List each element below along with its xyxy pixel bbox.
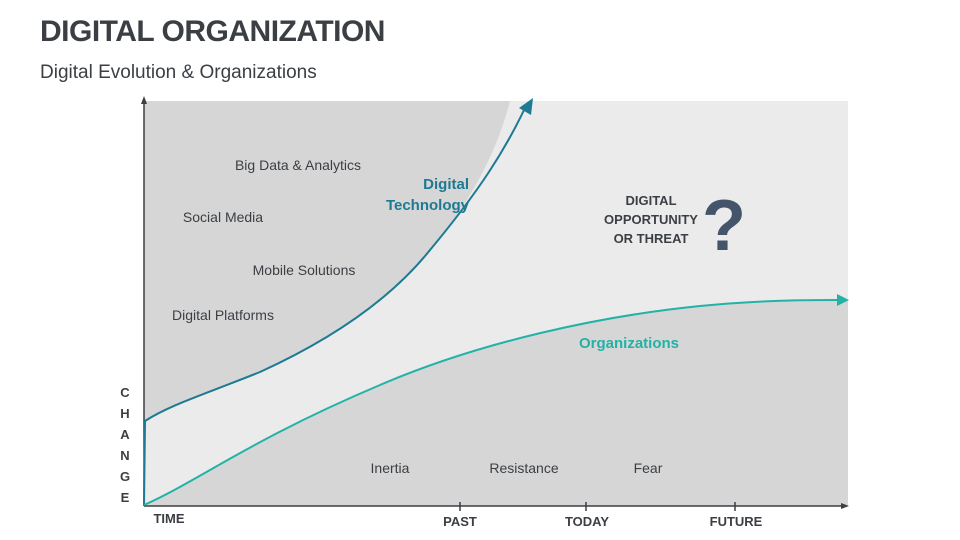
x-label-time: TIME	[153, 511, 184, 526]
organizations-label: Organizations	[579, 335, 679, 352]
x-axis-arrowhead	[841, 503, 849, 509]
page-subtitle: Digital Evolution & Organizations	[40, 62, 317, 83]
item-big-data-analytics: Big Data & Analytics	[235, 157, 361, 173]
opportunity-line-1: DIGITAL	[625, 193, 676, 208]
opportunity-line-2: OPPORTUNITY	[604, 212, 698, 227]
item-resistance: Resistance	[489, 460, 558, 476]
digital-technology-label-line2: Technology	[386, 197, 470, 214]
organizations-lower-region	[144, 300, 848, 506]
y-axis-letter-h: H	[120, 406, 130, 421]
item-fear: Fear	[634, 460, 663, 476]
x-label-today: TODAY	[565, 514, 609, 529]
opportunity-line-3: OR THREAT	[614, 231, 689, 246]
page-title: DIGITAL ORGANIZATION	[40, 15, 385, 48]
organizations-curve	[143, 299, 839, 506]
y-axis-arrowhead	[141, 96, 147, 104]
y-axis-letter-g: G	[119, 469, 131, 484]
y-axis-letter-e: E	[120, 490, 130, 505]
item-digital-platforms: Digital Platforms	[172, 307, 274, 323]
item-social-media: Social Media	[183, 209, 263, 225]
digital-technology-arrowhead	[519, 98, 533, 115]
item-inertia: Inertia	[371, 460, 410, 476]
y-axis-letter-n: N	[120, 448, 130, 463]
organizations-arrowhead	[837, 294, 849, 306]
digital-technology-label-line1: Digital	[423, 176, 469, 193]
y-axis-letter-c: C	[120, 385, 130, 400]
item-mobile-solutions: Mobile Solutions	[253, 262, 356, 278]
y-axis-letter-a: A	[120, 427, 130, 442]
x-label-past: PAST	[443, 514, 477, 529]
digital-technology-upper-region	[144, 101, 510, 421]
digital-technology-curve	[143, 107, 526, 506]
x-label-future: FUTURE	[710, 514, 763, 529]
question-mark-icon: ?	[702, 186, 746, 266]
